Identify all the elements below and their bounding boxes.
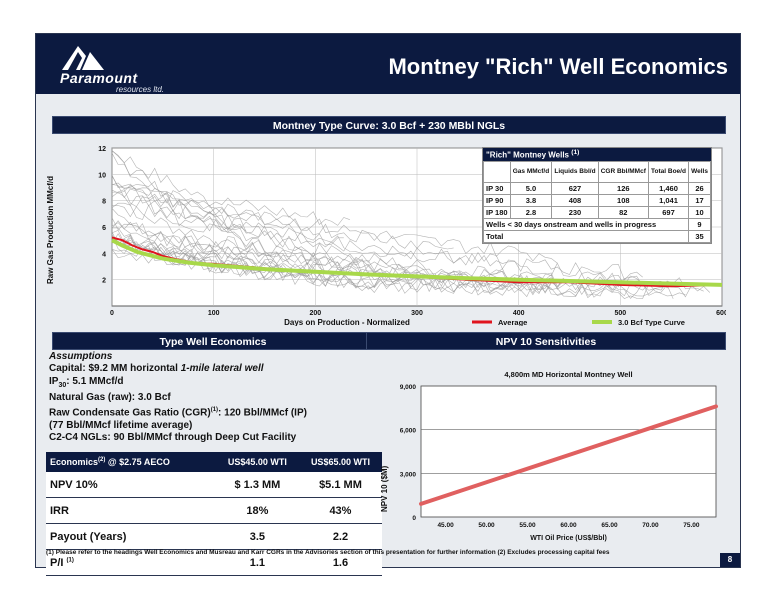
well-trace [111,180,351,226]
brand-subtitle: resources ltd. [116,85,165,94]
table-row: Payout (Years) 3.5 2.2 [46,523,382,550]
cgr-line: Raw Condensate Gas Ratio (CGR)(1): 120 B… [49,407,307,419]
individual-well-traces [111,150,711,299]
gas-line: Natural Gas (raw): 3.0 Bcf [49,391,171,403]
x-tick-label: 65.00 [601,522,618,529]
col-wti-65: US$65.00 WTI [298,452,382,472]
well-trace [111,231,686,299]
y-tick-label: 0 [412,515,416,522]
npv-series-line [419,404,718,506]
x-tick-label: 400 [513,310,525,317]
x-tick-label: 100 [208,310,220,317]
y-tick-label: 6,000 [400,428,417,435]
rich-wells-caption: "Rich" Montney Wells (1) [483,148,711,161]
well-trace [111,217,564,290]
type-curve-bar: Montney Type Curve: 3.0 Bcf + 230 MBbl N… [52,116,726,134]
type-well-bar: Type Well Economics [52,332,374,350]
x-tick-label: 70.00 [642,522,659,529]
footnote: (1) Please refer to the headings Well Ec… [46,549,610,556]
well-trace [111,184,607,279]
chart1-ylabel: Raw Gas Production MMcf/d [46,175,55,284]
x-tick-label: 60.00 [560,522,577,529]
table-row: IRR 18% 43% [46,497,382,524]
rich-wells-table: "Rich" Montney Wells (1) Gas MMcf/d Liqu… [482,147,712,244]
well-trace [111,191,643,281]
col-liquids: Liquids Bbl/d [551,160,599,183]
x-tick-label: 45.00 [437,522,454,529]
table-row: IP 180 2.8 230 82 697 10 [483,205,711,219]
paramount-mountain-icon [62,46,104,70]
y-tick-label: 8 [102,199,106,206]
ngl-line: C2-C4 NGLs: 90 Bbl/MMcf through Deep Cut… [49,432,297,444]
well-trace [111,205,290,263]
x-tick-label: 75.00 [683,522,700,529]
assumptions-block: Assumptions Capital: $9.2 MM horizontal … [49,351,379,444]
brand-name: Paramount [60,70,138,86]
y-tick-label: 9,000 [400,384,417,391]
well-trace [111,174,558,264]
y-tick-label: 6 [102,225,106,232]
x-tick-label: 500 [614,310,626,317]
table-row: IP 30 5.0 627 126 1,460 26 [483,181,711,195]
col-cgr: CGR Bbl/MMcf [597,160,649,183]
company-logo: Paramount resources ltd. [48,42,198,94]
table-row: Total 35 [482,229,711,243]
x-tick-label: 200 [309,310,321,317]
well-trace [111,234,552,294]
cgr-lifetime-line: (77 Bbl/MMcf lifetime average) [49,419,193,431]
y-tick-label: 12 [98,146,106,153]
ip-line: IP30: 5.1 MMcf/d [49,375,124,389]
table-row: IP 90 3.8 408 108 1,041 17 [483,193,711,207]
well-trace [111,220,345,272]
slide: Paramount resources ltd. Montney "Rich" … [35,33,741,576]
page-number: 8 [720,553,740,567]
legend-label: Average [498,318,527,326]
rich-wells-header-row: Gas MMcf/d Liquids Bbl/d CGR Bbl/MMcf To… [483,160,711,183]
table-row: P/I (1) 1.1 1.6 [46,549,382,576]
well-trace [111,152,619,291]
well-trace [111,184,454,250]
y-tick-label: 10 [98,172,106,179]
chart2-xlabel: WTI Oil Price (US$/Bbl) [530,535,607,542]
x-tick-label: 50.00 [478,522,495,529]
y-tick-label: 2 [102,278,106,285]
col-wti-45: US$45.00 WTI [215,452,299,472]
table-row: NPV 10% $ 1.3 MM $5.1 MM [46,472,382,498]
y-tick-label: 4 [102,251,106,258]
col-wells: Wells [688,160,711,183]
economics-table: Economics(2) @ $2.75 AECO US$45.00 WTI U… [46,452,382,576]
chart2-title: 4,800m MD Horizontal Montney Well [504,370,632,379]
well-trace [111,237,369,275]
well-trace [111,189,552,290]
x-tick-label: 0 [110,310,114,317]
header-bar: Paramount resources ltd. Montney "Rich" … [36,34,740,94]
well-trace [111,234,674,299]
col-gas: Gas MMcf/d [509,160,553,183]
plot-area [420,385,717,518]
type-curve-series-line [111,238,723,287]
legend-label: 3.0 Bcf Type Curve [618,318,685,326]
x-tick-label: 600 [716,310,726,317]
y-tick-label: 3,000 [400,471,417,478]
col-total: Total Boe/d [647,160,690,183]
chart2-ylabel: NPV 10 ($M) [380,465,389,512]
npv-sensitivity-chart: 4,800m MD Horizontal Montney Well 0 3,000 6… [400,370,718,542]
table-row: Wells < 30 days onstream and wells in pr… [482,217,711,231]
assumptions-heading: Assumptions [49,351,113,362]
economics-header-row: Economics(2) @ $2.75 AECO US$45.00 WTI U… [46,452,382,472]
npv-bar: NPV 10 Sensitivities [366,332,726,350]
capital-line: Capital: $9.2 MM horizontal 1-mile later… [49,363,264,375]
x-tick-label: 55.00 [519,522,536,529]
page-title: Montney "Rich" Well Economics [388,54,728,79]
chart1-xlabel: Days on Production - Normalized [284,318,410,326]
x-tick-label: 300 [411,310,423,317]
well-trace [111,202,247,233]
